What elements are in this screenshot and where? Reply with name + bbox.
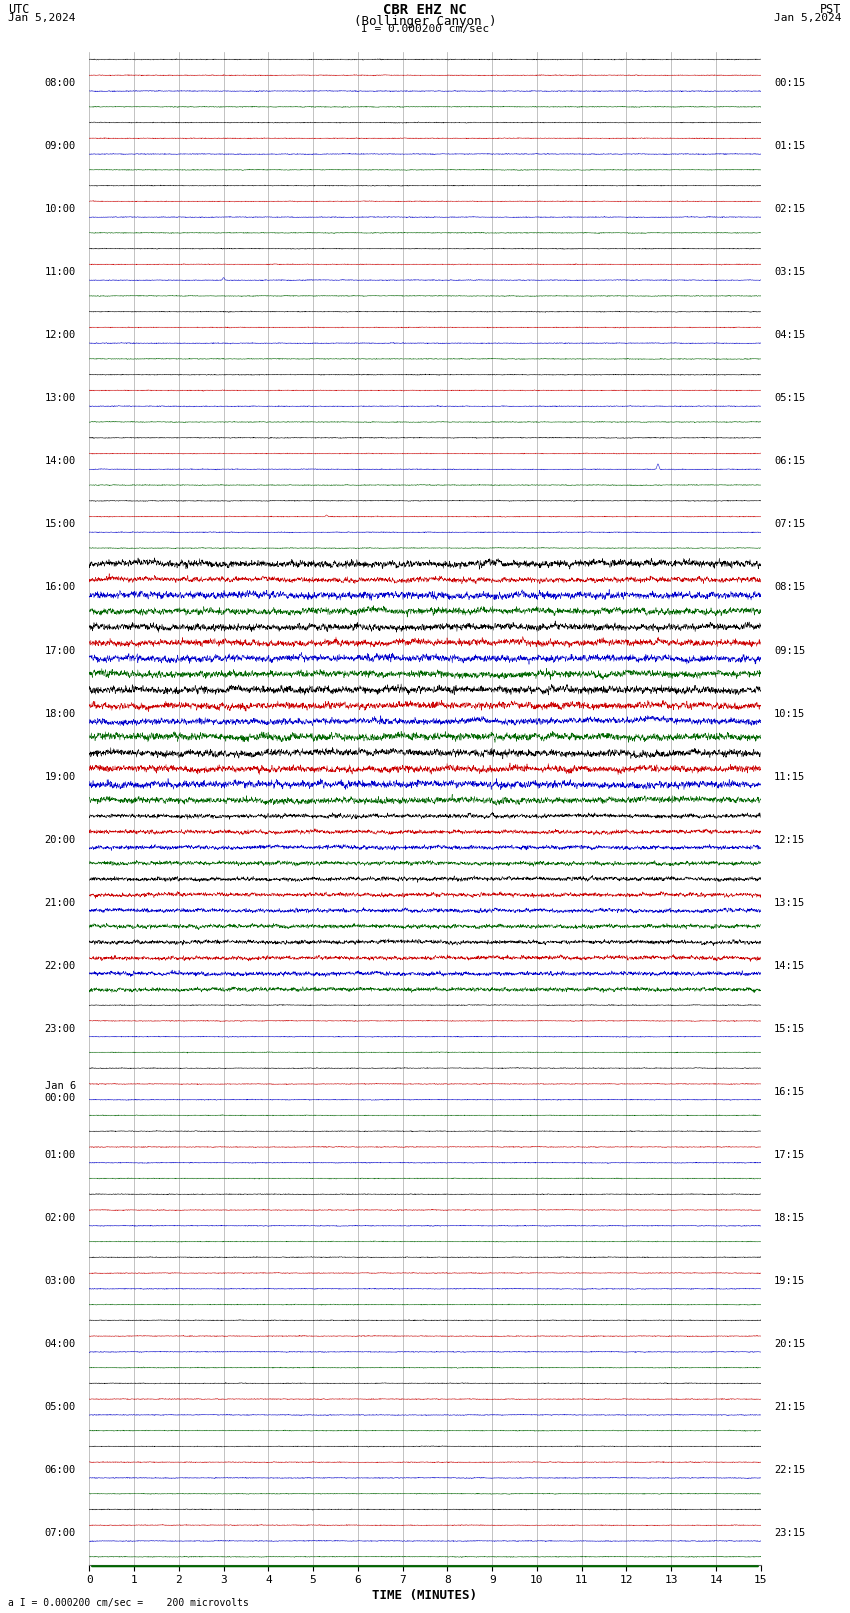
Text: 10:00: 10:00 [44, 205, 76, 215]
Text: 02:15: 02:15 [774, 205, 806, 215]
Text: 23:15: 23:15 [774, 1528, 806, 1539]
Text: 13:15: 13:15 [774, 898, 806, 908]
Text: a I = 0.000200 cm/sec =    200 microvolts: a I = 0.000200 cm/sec = 200 microvolts [8, 1598, 249, 1608]
X-axis label: TIME (MINUTES): TIME (MINUTES) [372, 1589, 478, 1602]
Text: I = 0.000200 cm/sec: I = 0.000200 cm/sec [361, 24, 489, 34]
Text: 11:15: 11:15 [774, 771, 806, 782]
Text: 21:15: 21:15 [774, 1402, 806, 1411]
Text: Jan 6
00:00: Jan 6 00:00 [44, 1081, 76, 1103]
Text: 19:15: 19:15 [774, 1276, 806, 1286]
Text: PST: PST [820, 3, 842, 16]
Text: 13:00: 13:00 [44, 394, 76, 403]
Text: 21:00: 21:00 [44, 898, 76, 908]
Text: 01:15: 01:15 [774, 142, 806, 152]
Text: 20:00: 20:00 [44, 834, 76, 845]
Text: 16:15: 16:15 [774, 1087, 806, 1097]
Text: 11:00: 11:00 [44, 268, 76, 277]
Text: 12:00: 12:00 [44, 331, 76, 340]
Text: 05:15: 05:15 [774, 394, 806, 403]
Text: 19:00: 19:00 [44, 771, 76, 782]
Text: 14:15: 14:15 [774, 961, 806, 971]
Text: 22:15: 22:15 [774, 1465, 806, 1474]
Text: 12:15: 12:15 [774, 834, 806, 845]
Text: 06:15: 06:15 [774, 456, 806, 466]
Text: 05:00: 05:00 [44, 1402, 76, 1411]
Text: 02:00: 02:00 [44, 1213, 76, 1223]
Text: 16:00: 16:00 [44, 582, 76, 592]
Text: 04:15: 04:15 [774, 331, 806, 340]
Text: 07:00: 07:00 [44, 1528, 76, 1539]
Text: 15:15: 15:15 [774, 1024, 806, 1034]
Text: 18:00: 18:00 [44, 708, 76, 718]
Text: 00:15: 00:15 [774, 77, 806, 89]
Text: 01:00: 01:00 [44, 1150, 76, 1160]
Text: CBR EHZ NC: CBR EHZ NC [383, 3, 467, 18]
Text: 08:15: 08:15 [774, 582, 806, 592]
Text: 03:00: 03:00 [44, 1276, 76, 1286]
Text: 03:15: 03:15 [774, 268, 806, 277]
Text: 08:00: 08:00 [44, 77, 76, 89]
Text: 10:15: 10:15 [774, 708, 806, 718]
Text: 15:00: 15:00 [44, 519, 76, 529]
Text: 17:15: 17:15 [774, 1150, 806, 1160]
Text: 22:00: 22:00 [44, 961, 76, 971]
Text: 14:00: 14:00 [44, 456, 76, 466]
Text: 17:00: 17:00 [44, 645, 76, 655]
Text: 04:00: 04:00 [44, 1339, 76, 1348]
Text: 07:15: 07:15 [774, 519, 806, 529]
Text: UTC: UTC [8, 3, 30, 16]
Text: Jan 5,2024: Jan 5,2024 [8, 13, 76, 23]
Text: 20:15: 20:15 [774, 1339, 806, 1348]
Text: 18:15: 18:15 [774, 1213, 806, 1223]
Text: 23:00: 23:00 [44, 1024, 76, 1034]
Text: 06:00: 06:00 [44, 1465, 76, 1474]
Text: (Bollinger Canyon ): (Bollinger Canyon ) [354, 15, 496, 27]
Text: 09:15: 09:15 [774, 645, 806, 655]
Text: 09:00: 09:00 [44, 142, 76, 152]
Text: Jan 5,2024: Jan 5,2024 [774, 13, 842, 23]
